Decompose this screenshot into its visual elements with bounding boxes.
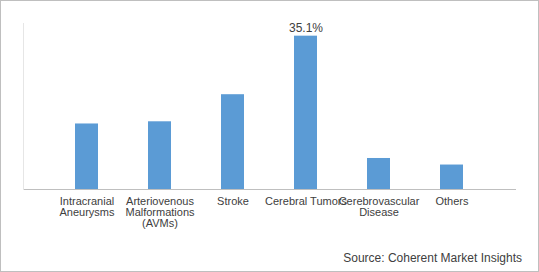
svg-text:35.1%: 35.1% — [289, 21, 323, 35]
html-text:Source: Coherent Market Insigh: Source: Coherent Market Insights — [343, 251, 522, 265]
svg-text:ArteriovenousMalformations(AVM: ArteriovenousMalformations(AVMs) — [125, 195, 195, 229]
svg-text:Cerebral Tumors: Cerebral Tumors — [265, 195, 347, 207]
svg-text:IntracranialAneurysms: IntracranialAneurysms — [59, 195, 115, 218]
svg-text:Others: Others — [435, 195, 469, 207]
svg-text:Stroke: Stroke — [217, 195, 249, 207]
svg-text:CerebrovascularDisease: CerebrovascularDisease — [339, 195, 420, 218]
